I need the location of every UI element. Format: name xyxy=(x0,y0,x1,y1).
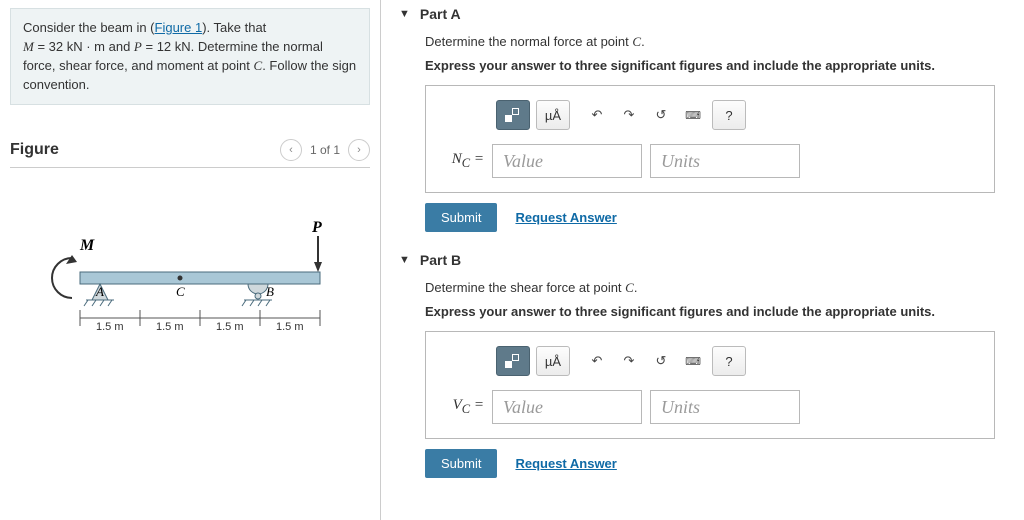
part-b-header[interactable]: ▼ Part B xyxy=(399,246,1006,274)
units-picker-button[interactable]: µÅ xyxy=(536,346,570,376)
part-a-var-label: NC = xyxy=(444,151,484,171)
help-button[interactable]: ? xyxy=(712,346,746,376)
part-b-toolbar: µÅ ↶ ↷ ↺ ⌨ ? xyxy=(496,346,976,376)
part-b-var-label: VC = xyxy=(444,397,484,417)
part-b-value-input[interactable]: Value xyxy=(492,390,642,424)
svg-text:C: C xyxy=(176,284,185,299)
part-a-answer-frame: µÅ ↶ ↷ ↺ ⌨ ? NC = Value Units xyxy=(425,85,995,193)
figure-diagram: M P A C xyxy=(10,192,370,365)
part-a-toolbar: µÅ ↶ ↷ ↺ ⌨ ? xyxy=(496,100,976,130)
part-b-title: Part B xyxy=(420,252,461,268)
part-b-instruction: Express your answer to three significant… xyxy=(425,304,1006,319)
part-b-units-input[interactable]: Units xyxy=(650,390,800,424)
svg-text:M: M xyxy=(79,237,95,254)
svg-text:1.5 m: 1.5 m xyxy=(156,321,184,333)
part-b-prompt: Determine the shear force at point C. xyxy=(425,280,1006,296)
part-a-title: Part A xyxy=(420,6,461,22)
svg-text:1.5 m: 1.5 m xyxy=(216,321,244,333)
templates-button[interactable] xyxy=(496,346,530,376)
figure-link[interactable]: Figure 1 xyxy=(155,20,203,35)
undo-button[interactable]: ↶ xyxy=(584,100,610,130)
part-a-instruction: Express your answer to three significant… xyxy=(425,58,1006,73)
help-button[interactable]: ? xyxy=(712,100,746,130)
part-a-submit-button[interactable]: Submit xyxy=(425,203,497,232)
problem-statement: Consider the beam in (Figure 1). Take th… xyxy=(10,8,370,105)
part-a-prompt: Determine the normal force at point C. xyxy=(425,34,1006,50)
reset-button[interactable]: ↺ xyxy=(648,100,674,130)
undo-button[interactable]: ↶ xyxy=(584,346,610,376)
caret-down-icon: ▼ xyxy=(399,8,410,20)
svg-text:1.5 m: 1.5 m xyxy=(276,321,304,333)
svg-text:B: B xyxy=(266,284,274,299)
part-b-answer-frame: µÅ ↶ ↷ ↺ ⌨ ? VC = Value Units xyxy=(425,331,995,439)
part-a-value-input[interactable]: Value xyxy=(492,144,642,178)
svg-text:P: P xyxy=(311,219,322,236)
figure-next-button[interactable]: › xyxy=(348,139,370,161)
svg-text:A: A xyxy=(95,284,104,299)
reset-button[interactable]: ↺ xyxy=(648,346,674,376)
problem-text-after: ). Take that xyxy=(202,20,266,35)
part-a-units-input[interactable]: Units xyxy=(650,144,800,178)
caret-down-icon: ▼ xyxy=(399,254,410,266)
figure-pager: 1 of 1 xyxy=(310,143,340,157)
part-a-request-answer-link[interactable]: Request Answer xyxy=(515,210,616,225)
svg-text:1.5 m: 1.5 m xyxy=(96,321,124,333)
keyboard-button[interactable]: ⌨ xyxy=(680,346,706,376)
problem-text-prefix: Consider the beam in ( xyxy=(23,20,155,35)
keyboard-button[interactable]: ⌨ xyxy=(680,100,706,130)
figure-header: Figure ‹ 1 of 1 › xyxy=(10,133,370,168)
part-b-request-answer-link[interactable]: Request Answer xyxy=(515,456,616,471)
redo-button[interactable]: ↷ xyxy=(616,346,642,376)
figure-prev-button[interactable]: ‹ xyxy=(280,139,302,161)
templates-button[interactable] xyxy=(496,100,530,130)
redo-button[interactable]: ↷ xyxy=(616,100,642,130)
part-a-header[interactable]: ▼ Part A xyxy=(399,0,1006,28)
units-picker-button[interactable]: µÅ xyxy=(536,100,570,130)
figure-title: Figure xyxy=(10,141,59,159)
part-b-submit-button[interactable]: Submit xyxy=(425,449,497,478)
